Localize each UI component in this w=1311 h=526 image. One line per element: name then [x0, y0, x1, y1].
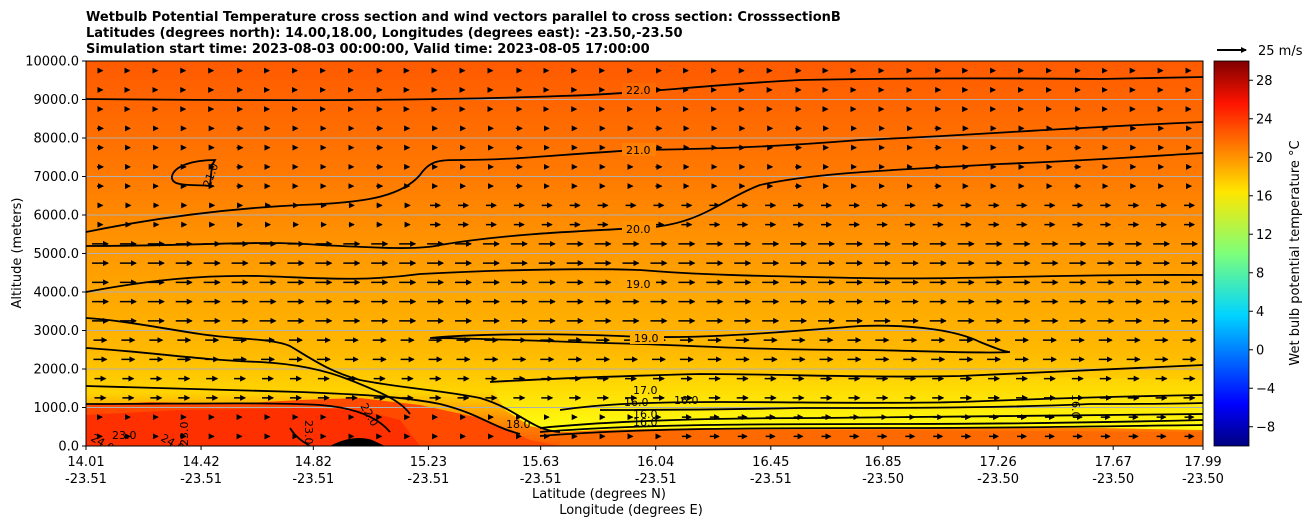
y-axis-label: Altitude (meters) — [10, 198, 25, 309]
filled-contour-surface-right — [560, 430, 1203, 446]
y-tick-label: 8000.0 — [34, 132, 80, 147]
x-tick-label-lat: 15.63 — [522, 455, 559, 470]
contour-label: 19.0 — [634, 332, 659, 345]
x-tick-label-lon: -23.51 — [635, 472, 677, 487]
x-tick-label-lon: -23.51 — [65, 472, 107, 487]
contour-23 — [86, 402, 391, 433]
colorbar-tick-label: −4 — [1256, 382, 1275, 397]
terrain — [330, 438, 385, 446]
x-tick-label-lat: 14.01 — [67, 455, 104, 470]
colorbar-tick-label: 20 — [1256, 151, 1273, 166]
x-tick-label-lon: -23.50 — [977, 472, 1019, 487]
y-tick-label: 4000.0 — [34, 286, 80, 301]
x-tick-label-lat: 16.45 — [752, 455, 789, 470]
x-tick-label-lat: 17.99 — [1184, 455, 1221, 470]
colorbar-tick-label: 28 — [1256, 74, 1273, 89]
contour-label: 16.0 — [624, 396, 649, 409]
contour-label: 23.0 — [112, 429, 137, 442]
contour-19-upper — [86, 268, 1203, 293]
y-tick-label: 9000.0 — [34, 93, 80, 108]
contour-16-b — [599, 402, 1203, 411]
y-tick-label: 5000.0 — [34, 247, 80, 262]
x-tick-label-lon: -23.51 — [750, 472, 792, 487]
x-axis: 14.01 -23.51 14.42 -23.51 14.82 -23.51 15.23 -2… — [65, 446, 1224, 487]
x-tick-label-lon: -23.50 — [1182, 472, 1224, 487]
x-tick-label-lat: 17.26 — [980, 455, 1017, 470]
contour-18-left — [86, 317, 561, 433]
contour-16-d — [539, 419, 1203, 433]
y-tick-label: 6000.0 — [34, 209, 80, 224]
contour-labels: 22.0 21.0 21.0 20.0 19.0 19.0 17.0 16.0 … — [89, 83, 1082, 447]
contour-label: 17.0 — [633, 384, 658, 397]
filled-contour-warm-surface — [86, 408, 420, 446]
plot-area: 22.0 21.0 21.0 20.0 19.0 19.0 17.0 16.0 … — [86, 61, 1203, 447]
contour-label: 16.0 — [1069, 394, 1082, 419]
colorbar-tick-label: 12 — [1256, 228, 1273, 243]
contour-24 — [86, 347, 411, 415]
y-tick-label: 7000.0 — [34, 170, 80, 185]
title-line-1: Wetbulb Potential Temperature cross sect… — [86, 10, 841, 25]
x-tick-label-lat: 15.23 — [410, 455, 447, 470]
y-axis: 0.0 1000.0 2000.0 3000.0 4000.0 5000.0 6000.0 7… — [25, 55, 86, 455]
x-axis-label-lat: Latitude (degrees N) — [532, 487, 666, 502]
contour-label: 16.0 — [633, 408, 658, 421]
colorbar-tick-label: 4 — [1256, 305, 1264, 320]
colorbar-tick-label: 24 — [1256, 112, 1273, 127]
colorbar-tick-label: 0 — [1256, 343, 1264, 358]
contour-label: 18.0 — [506, 418, 531, 431]
x-tick-label-lat: 17.67 — [1095, 455, 1132, 470]
quiver-key: 25 m/s — [1217, 44, 1303, 59]
contour-label: 16.0 — [633, 416, 658, 429]
chart-title: Wetbulb Potential Temperature cross sect… — [86, 10, 841, 57]
contour-label: 21.0 — [626, 144, 651, 157]
contour-label: 19.0 — [626, 278, 651, 291]
contour-label: 23.0 — [302, 420, 315, 445]
x-tick-label-lon: -23.50 — [1092, 472, 1134, 487]
contour-label: 20.0 — [626, 223, 651, 236]
contour-label: 16.0 — [674, 394, 699, 407]
y-tick-label: 2000.0 — [34, 363, 80, 378]
contour-16-e — [539, 424, 1203, 437]
colorbar-tick-label: 16 — [1256, 189, 1273, 204]
title-line-3: Simulation start time: 2023-08-03 00:00:… — [86, 42, 650, 57]
quiver-key-label: 25 m/s — [1258, 44, 1303, 59]
x-tick-label-lat: 16.85 — [864, 455, 901, 470]
colorbar-tick-label: 8 — [1256, 266, 1264, 281]
x-tick-label-lat: 16.04 — [637, 455, 674, 470]
y-tick-label: 10000.0 — [25, 55, 79, 70]
colorbar-gradient — [1214, 61, 1249, 446]
contour-18b — [86, 385, 521, 435]
y-tick-label: 0.0 — [58, 440, 79, 455]
y-tick-label: 3000.0 — [34, 324, 80, 339]
x-tick-label-lon: -23.51 — [520, 472, 562, 487]
title-line-2: Latitudes (degrees north): 14.00,18.00, … — [86, 26, 683, 41]
contour-21-closed — [171, 159, 217, 188]
x-tick-label-lon: -23.51 — [407, 472, 449, 487]
x-tick-label-lat: 14.82 — [295, 455, 332, 470]
x-tick-label-lat: 14.42 — [182, 455, 219, 470]
contour-label: 22.0 — [626, 84, 651, 97]
colorbar: −8 −4 0 4 8 12 16 20 24 28 Wet bulb potential tem… — [1213, 60, 1303, 447]
x-tick-label-lon: -23.50 — [862, 472, 904, 487]
wind-vectors — [91, 67, 1199, 440]
x-tick-label-lon: -23.51 — [292, 472, 334, 487]
colorbar-ticks: −8 −4 0 4 8 12 16 20 24 28 — [1249, 74, 1275, 435]
colorbar-tick-label: −8 — [1256, 420, 1275, 435]
x-axis-label-lon: Longitude (degrees E) — [559, 503, 703, 518]
y-tick-label: 1000.0 — [34, 401, 80, 416]
contour-label: 23.0 — [178, 422, 191, 447]
colorbar-label: Wet bulb potential temperature °C — [1288, 140, 1303, 365]
x-tick-label-lon: -23.51 — [180, 472, 222, 487]
